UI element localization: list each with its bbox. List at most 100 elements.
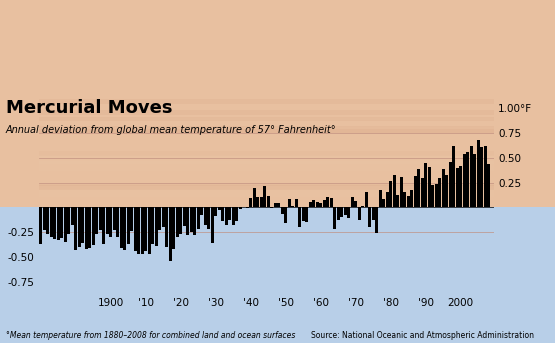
Bar: [39, 189, 494, 197]
Bar: [263, 186, 266, 208]
Bar: [39, 168, 494, 171]
Bar: [162, 208, 165, 227]
Bar: [277, 203, 280, 208]
Bar: [169, 208, 171, 261]
Bar: [74, 208, 77, 250]
Bar: [57, 208, 59, 240]
Bar: [386, 191, 388, 208]
Bar: [67, 208, 70, 234]
Bar: [39, 208, 42, 244]
Bar: [445, 175, 448, 208]
Bar: [298, 208, 301, 227]
Bar: [487, 164, 490, 208]
Bar: [295, 200, 297, 208]
Bar: [407, 196, 410, 208]
Bar: [172, 208, 175, 249]
Bar: [39, 129, 494, 133]
Bar: [113, 208, 115, 230]
Bar: [452, 146, 455, 208]
Bar: [88, 208, 91, 248]
Bar: [305, 208, 308, 222]
Bar: [417, 169, 420, 208]
Bar: [284, 208, 287, 223]
Bar: [281, 208, 284, 214]
Bar: [337, 208, 340, 221]
Bar: [92, 208, 94, 245]
Bar: [221, 208, 224, 221]
Bar: [330, 199, 332, 208]
Bar: [428, 167, 431, 208]
Bar: [39, 110, 494, 115]
Bar: [158, 208, 161, 230]
Bar: [256, 198, 259, 208]
Bar: [144, 208, 147, 251]
Bar: [347, 208, 350, 218]
Bar: [351, 198, 354, 208]
Bar: [442, 169, 445, 208]
Bar: [39, 151, 494, 156]
Bar: [84, 208, 88, 249]
Bar: [43, 208, 46, 230]
Bar: [235, 208, 238, 221]
Bar: [39, 161, 494, 164]
Bar: [435, 184, 438, 208]
Text: Mercurial Moves: Mercurial Moves: [6, 99, 172, 117]
Bar: [270, 208, 273, 209]
Bar: [372, 208, 375, 221]
Bar: [309, 202, 312, 208]
Bar: [322, 200, 326, 208]
Bar: [389, 181, 392, 208]
Bar: [274, 203, 276, 208]
Bar: [204, 208, 206, 225]
Bar: [228, 208, 231, 221]
Bar: [473, 154, 476, 208]
Bar: [39, 160, 494, 168]
Bar: [466, 152, 469, 208]
Bar: [39, 185, 494, 186]
Bar: [480, 147, 483, 208]
Bar: [39, 126, 494, 129]
Bar: [39, 99, 494, 104]
Bar: [207, 208, 210, 229]
Bar: [260, 197, 263, 208]
Bar: [266, 196, 270, 208]
Bar: [396, 194, 399, 208]
Text: °Mean temperature from 1880–2008 for combined land and ocean surfaces: °Mean temperature from 1880–2008 for com…: [6, 331, 295, 340]
Bar: [214, 208, 217, 216]
Bar: [102, 208, 105, 244]
Bar: [39, 189, 494, 192]
Bar: [148, 208, 150, 254]
Bar: [410, 190, 413, 208]
Bar: [431, 185, 434, 208]
Bar: [312, 200, 315, 208]
Bar: [109, 208, 112, 237]
Bar: [39, 128, 494, 133]
Bar: [116, 208, 119, 237]
Bar: [424, 163, 427, 208]
Bar: [333, 208, 336, 229]
Bar: [39, 155, 494, 158]
Bar: [231, 208, 235, 225]
Bar: [123, 208, 126, 250]
Bar: [190, 208, 193, 232]
Bar: [438, 178, 441, 208]
Bar: [200, 208, 203, 215]
Bar: [477, 140, 480, 208]
Bar: [137, 208, 140, 254]
Bar: [340, 208, 343, 217]
Bar: [302, 208, 305, 221]
Bar: [319, 203, 322, 208]
Bar: [379, 190, 382, 208]
Bar: [70, 208, 74, 225]
Bar: [193, 208, 196, 235]
Text: Annual deviation from global mean temperature of 57° Fahrenheit°: Annual deviation from global mean temper…: [6, 125, 336, 135]
Bar: [239, 208, 241, 210]
Bar: [361, 206, 364, 208]
Bar: [39, 117, 494, 121]
Bar: [413, 176, 417, 208]
Text: Source: National Oceanic and Atmospheric Administration: Source: National Oceanic and Atmospheric…: [311, 331, 534, 340]
Bar: [46, 208, 49, 234]
Bar: [344, 208, 347, 215]
Bar: [459, 166, 462, 208]
Bar: [39, 96, 494, 208]
